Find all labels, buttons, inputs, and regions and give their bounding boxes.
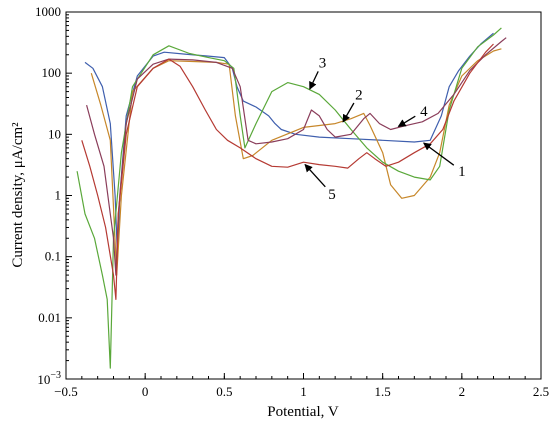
callout-5-label: 5 <box>328 187 336 203</box>
x-tick-label: 0.5 <box>216 384 232 399</box>
y-tick-label: 0.1 <box>45 249 61 264</box>
callout-2-arrow <box>342 102 355 123</box>
x-axis: −0.5 0 0.5 1 1.5 2 2.5 <box>54 373 549 399</box>
callouts: 1 2 3 4 5 <box>304 55 466 203</box>
callout-1-arrow <box>422 142 455 166</box>
x-tick-label: 2 <box>459 384 466 399</box>
plot-frame <box>65 11 542 380</box>
y-tick-label: 1 <box>55 188 62 203</box>
y-tick-label: 100 <box>42 65 62 80</box>
series-2-line <box>90 48 502 276</box>
y-axis: 1000 100 10 1 0.1 0.01 10−3 <box>35 4 72 387</box>
callout-1-label: 1 <box>458 164 466 180</box>
series-1-line <box>84 32 494 258</box>
x-tick-label: 1 <box>300 384 307 399</box>
x-axis-title: Potential, V <box>267 404 339 420</box>
callout-3-arrow <box>309 71 319 90</box>
series-3-line <box>76 27 502 369</box>
x-tick-label: −0.5 <box>54 384 78 399</box>
y-tick-label: 1000 <box>35 4 61 19</box>
y-tick-label: 0.01 <box>38 310 61 325</box>
y-axis-title: Current density, μA/cm² <box>10 122 26 268</box>
x-tick-label: 2.5 <box>533 384 549 399</box>
callout-3-label: 3 <box>319 55 327 71</box>
series-5-line <box>81 43 494 300</box>
y-tick-label-min: 10−3 <box>37 370 61 387</box>
x-tick-label: 0 <box>142 384 149 399</box>
callout-5-arrow <box>304 163 326 188</box>
callout-2-label: 2 <box>355 87 363 103</box>
series-4-line <box>86 37 507 276</box>
curves <box>76 27 507 369</box>
x-tick-label: 1.5 <box>375 384 391 399</box>
y-tick-label: 10 <box>48 126 61 141</box>
callout-4-arrow <box>397 115 416 127</box>
callout-4-label: 4 <box>420 104 428 120</box>
